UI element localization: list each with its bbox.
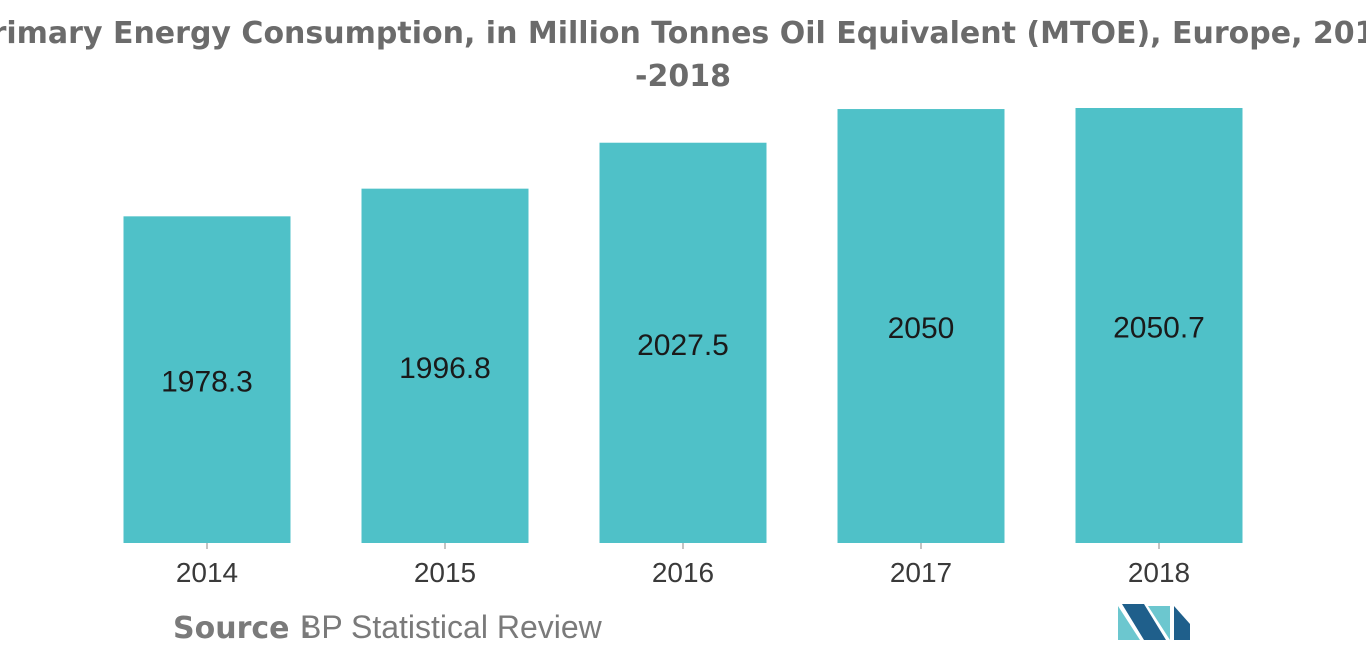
bar-labels-group: 1978.3 1996.8 2027.5 2050 2050.7	[161, 312, 1205, 399]
bar-2014	[123, 216, 291, 543]
x-axis-ticks-group: 2014 2015 2016 2017 2018	[176, 543, 1190, 588]
x-tick-label-2014: 2014	[176, 557, 238, 588]
bar-value-label-2017: 2050	[888, 312, 955, 345]
bars-group	[123, 108, 1243, 544]
bar-value-label-2018: 2050.7	[1113, 312, 1205, 345]
x-tick-label-2015: 2015	[414, 557, 476, 588]
x-tick-label-2016: 2016	[652, 557, 714, 588]
x-tick-label-2018: 2018	[1128, 557, 1190, 588]
chart-title-line-2: -2018	[635, 59, 731, 94]
source-label: Source :	[173, 611, 312, 646]
mordor-logo-icon	[1118, 604, 1190, 640]
bar-2015	[361, 188, 529, 543]
source-text: BP Statistical Review	[300, 609, 603, 645]
bar-2018	[1075, 108, 1243, 543]
bar-value-label-2015: 1996.8	[399, 352, 491, 385]
chart-title-line-1: Primary Energy Consumption, in Million T…	[0, 16, 1366, 51]
bar-2016	[599, 142, 767, 544]
bar-value-label-2016: 2027.5	[637, 329, 729, 362]
x-tick-label-2017: 2017	[890, 557, 952, 588]
bar-value-label-2014: 1978.3	[161, 366, 253, 399]
bar-2017	[837, 109, 1005, 543]
